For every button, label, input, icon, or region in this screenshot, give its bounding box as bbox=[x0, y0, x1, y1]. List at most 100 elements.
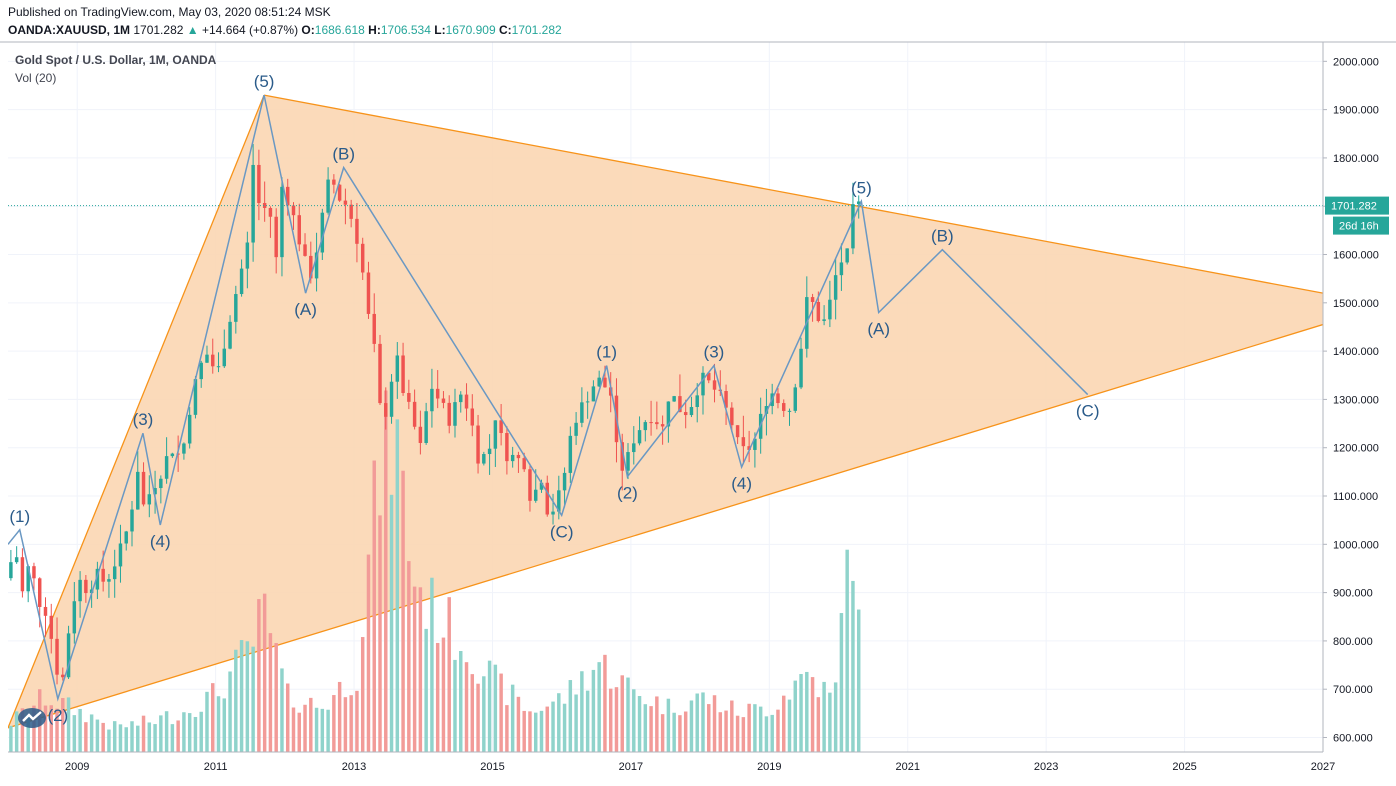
volume-bar bbox=[280, 668, 284, 752]
y-tick-label: 2000.000 bbox=[1333, 56, 1379, 68]
volume-bar bbox=[378, 515, 382, 752]
volume-bar bbox=[476, 683, 480, 752]
volume-bar bbox=[401, 470, 405, 752]
candle-body bbox=[274, 216, 278, 258]
volume-bar bbox=[136, 725, 140, 752]
candle-body bbox=[707, 372, 711, 381]
candle-body bbox=[153, 488, 157, 495]
y-tick-label: 1500.000 bbox=[1333, 298, 1379, 310]
candle-body bbox=[199, 362, 203, 380]
wave-label: (3) bbox=[133, 410, 154, 429]
open-label: O: bbox=[301, 23, 315, 37]
candle-body bbox=[620, 442, 624, 471]
volume-bar bbox=[620, 675, 624, 752]
volume-bar bbox=[499, 673, 503, 752]
candle-body bbox=[412, 401, 417, 427]
volume-layer bbox=[9, 390, 861, 752]
volume-bar bbox=[626, 677, 630, 752]
volume-bar bbox=[332, 695, 336, 752]
volume-bar bbox=[239, 640, 244, 752]
volume-bar bbox=[718, 712, 723, 752]
open-value: 1686.618 bbox=[314, 23, 365, 37]
volume-bar bbox=[130, 721, 134, 752]
volume-bar bbox=[95, 719, 100, 752]
candle-body bbox=[159, 478, 163, 489]
volume-bar bbox=[205, 691, 209, 752]
candle-body bbox=[522, 458, 526, 470]
volume-bar bbox=[326, 709, 330, 752]
candle-body bbox=[637, 430, 642, 444]
volume-bar bbox=[597, 662, 601, 752]
volume-bar bbox=[805, 671, 809, 752]
volume-bar bbox=[753, 704, 757, 752]
volume-bar bbox=[487, 660, 492, 752]
candle-body bbox=[689, 407, 694, 416]
candle-body bbox=[574, 422, 578, 436]
volume-bar bbox=[845, 549, 849, 752]
volume-bar bbox=[389, 494, 394, 752]
volume-bar bbox=[741, 717, 746, 752]
wave-label: (2) bbox=[617, 484, 638, 503]
candle-body bbox=[141, 471, 146, 505]
x-tick-label: 2011 bbox=[204, 761, 228, 773]
candle-body bbox=[49, 615, 53, 639]
volume-bar bbox=[274, 643, 278, 752]
candle-body bbox=[66, 633, 71, 678]
volume-bar bbox=[211, 683, 215, 752]
x-tick-label: 2019 bbox=[757, 761, 781, 773]
volume-bar bbox=[782, 695, 786, 752]
wave-label: (C) bbox=[1076, 402, 1100, 421]
volume-bar bbox=[522, 710, 526, 752]
volume-bar bbox=[447, 597, 451, 752]
candle-body bbox=[741, 437, 746, 447]
candle-body bbox=[799, 348, 803, 388]
volume-bar bbox=[407, 561, 411, 752]
candle-body bbox=[61, 674, 65, 678]
volume-bar bbox=[372, 460, 376, 752]
candle-body bbox=[84, 579, 88, 594]
candle-body bbox=[753, 438, 757, 450]
volume-bar bbox=[268, 633, 273, 752]
volume-bar bbox=[153, 724, 157, 752]
candle-body bbox=[418, 426, 423, 443]
volume-bar bbox=[43, 705, 48, 752]
volume-bar bbox=[510, 684, 515, 752]
candle-body bbox=[505, 433, 509, 462]
wave-label: (5) bbox=[851, 178, 872, 197]
low-value: 1670.909 bbox=[445, 23, 496, 37]
candle-body bbox=[55, 638, 59, 675]
candle-body bbox=[499, 420, 503, 434]
candle-body bbox=[678, 396, 682, 413]
candle-body bbox=[78, 579, 82, 602]
y-tick-label: 900.000 bbox=[1333, 588, 1373, 600]
candle-body bbox=[534, 489, 538, 501]
candle-body bbox=[124, 531, 128, 544]
y-tick-label: 1800.000 bbox=[1333, 153, 1379, 165]
volume-bar bbox=[320, 708, 325, 752]
low-label: L: bbox=[434, 23, 446, 37]
volume-bar bbox=[689, 700, 694, 752]
volume-bar bbox=[585, 690, 590, 752]
volume-bar bbox=[793, 680, 797, 752]
volume-bar bbox=[591, 669, 596, 752]
candle-body bbox=[291, 205, 296, 216]
x-tick-label: 2027 bbox=[1311, 761, 1335, 773]
candle-body bbox=[695, 395, 699, 408]
volume-bar bbox=[424, 628, 428, 752]
wave-label: (1) bbox=[9, 507, 30, 526]
x-tick-label: 2015 bbox=[480, 761, 504, 773]
x-tick-label: 2013 bbox=[342, 761, 366, 773]
candle-body bbox=[822, 319, 826, 321]
change-value: +14.664 (+0.87%) bbox=[202, 23, 299, 37]
volume-bar bbox=[366, 554, 371, 752]
candle-body bbox=[136, 471, 140, 510]
volume-bar bbox=[418, 587, 423, 752]
legend-volume: Vol (20) bbox=[15, 71, 57, 85]
volume-bar bbox=[493, 664, 498, 752]
candle-body bbox=[545, 482, 549, 515]
x-tick-label: 2021 bbox=[895, 761, 919, 773]
candles-layer bbox=[9, 143, 861, 685]
volume-bar bbox=[516, 696, 521, 752]
candle-body bbox=[828, 299, 832, 320]
